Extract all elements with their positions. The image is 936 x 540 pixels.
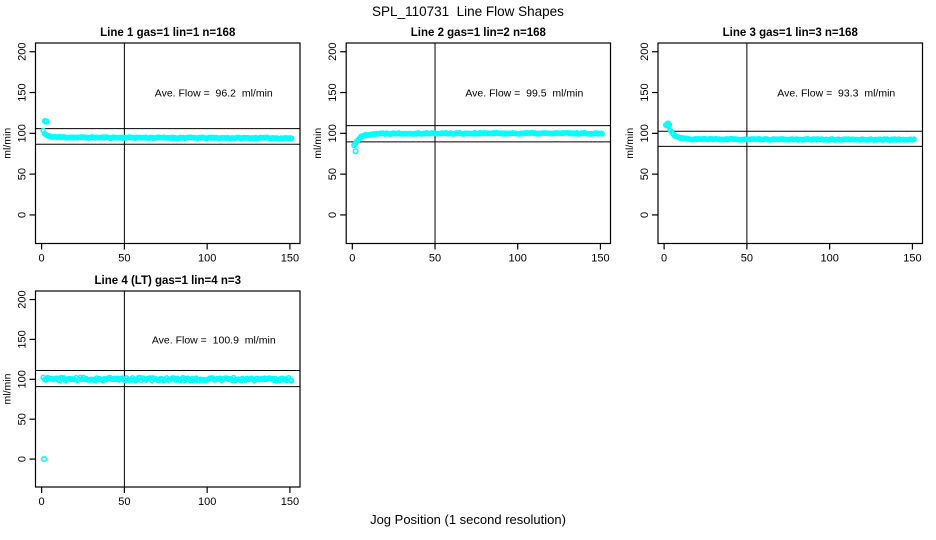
y-tick-label: 100 — [639, 124, 651, 142]
panel-title: Line 1 gas=1 lin=1 n=168 — [100, 27, 236, 39]
x-tick-label: 100 — [820, 253, 838, 265]
panel-title: Line 4 (LT) gas=1 lin=4 n=3 — [95, 275, 241, 287]
x-tick-label: 50 — [118, 253, 130, 265]
y-tick-label: 150 — [327, 83, 339, 101]
x-tick-label: 150 — [281, 496, 299, 508]
x-tick-label: 100 — [198, 496, 216, 508]
data-point — [288, 377, 295, 384]
outlier-point — [43, 118, 50, 125]
x-tick-label: 150 — [591, 253, 609, 265]
x-tick-label: 50 — [118, 496, 130, 508]
y-tick-label: 100 — [16, 370, 28, 388]
y-tick-label: 0 — [16, 212, 28, 218]
data-point — [599, 130, 605, 137]
data-point — [911, 136, 917, 143]
y-tick-label: 0 — [16, 456, 28, 462]
y-tick-label: 150 — [16, 330, 28, 348]
x-tick-label: 0 — [39, 496, 45, 508]
x-tick-label: 100 — [198, 253, 216, 265]
x-tick-label: 0 — [349, 253, 355, 265]
y-tick-label: 0 — [327, 212, 339, 218]
x-tick-label: 0 — [39, 253, 45, 265]
y-tick-label: 200 — [16, 290, 28, 308]
y-axis-label: ml/min — [312, 128, 324, 159]
x-axis-figure-label: Jog Position (1 second resolution) — [370, 512, 566, 527]
plot-box — [345, 42, 612, 245]
y-axis-label: ml/min — [1, 128, 13, 159]
main-title: SPL_110731 Line Flow Shapes — [372, 4, 564, 19]
y-tick-label: 150 — [16, 83, 28, 101]
x-tick-label: 50 — [741, 253, 753, 265]
y-tick-label: 200 — [16, 43, 28, 61]
outlier-point — [665, 121, 673, 128]
outlier-point — [41, 455, 48, 463]
outlier-point — [352, 148, 359, 155]
avg-flow-annotation: Ave. Flow = 99.5 ml/min — [465, 88, 583, 100]
x-tick-label: 50 — [429, 253, 441, 265]
y-tick-label: 50 — [327, 168, 339, 180]
plot-box — [657, 42, 924, 245]
y-tick-label: 200 — [639, 43, 651, 61]
y-tick-label: 100 — [16, 124, 28, 142]
y-tick-label: 50 — [639, 168, 651, 180]
panel-title: Line 2 gas=1 lin=2 n=168 — [411, 27, 547, 39]
plot-box — [34, 42, 301, 245]
y-tick-label: 0 — [639, 212, 651, 218]
avg-flow-annotation: Ave. Flow = 96.2 ml/min — [155, 88, 273, 100]
x-tick-label: 100 — [509, 253, 527, 265]
plot-box — [34, 290, 301, 488]
avg-flow-annotation: Ave. Flow = 93.3 ml/min — [777, 88, 895, 100]
y-axis-label: ml/min — [624, 128, 636, 159]
x-tick-label: 150 — [903, 253, 921, 265]
x-tick-label: 150 — [281, 253, 299, 265]
panel-title: Line 3 gas=1 lin=3 n=168 — [723, 27, 859, 39]
y-tick-label: 100 — [327, 124, 339, 142]
y-axis-label: ml/min — [1, 373, 13, 404]
y-tick-label: 200 — [327, 43, 339, 61]
avg-flow-annotation: Ave. Flow = 100.9 ml/min — [152, 334, 276, 346]
data-point — [288, 135, 295, 142]
x-tick-label: 0 — [661, 253, 667, 265]
y-tick-label: 150 — [639, 83, 651, 101]
y-tick-label: 50 — [16, 413, 28, 425]
y-tick-label: 50 — [16, 168, 28, 180]
